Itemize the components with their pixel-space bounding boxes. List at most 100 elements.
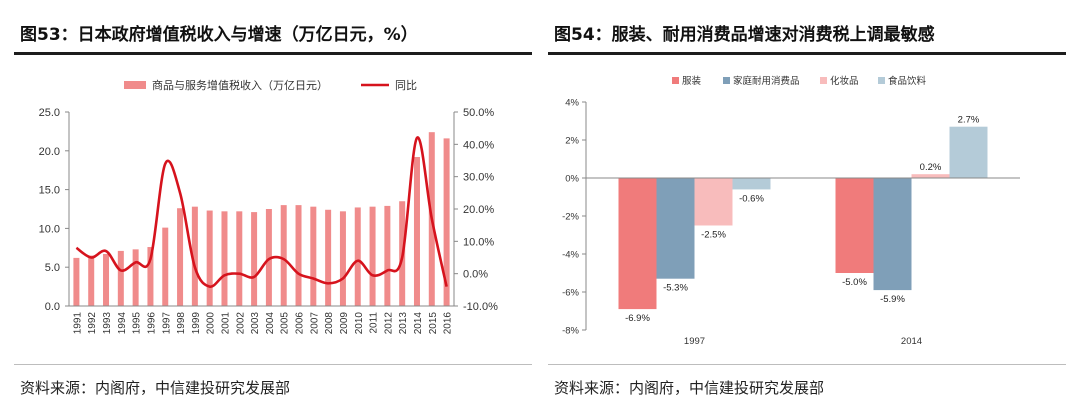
x-tick-label: 1991 xyxy=(72,312,83,335)
bar-2014-家庭耐用消费品 xyxy=(873,178,912,291)
y-tick-label: -6% xyxy=(562,288,579,299)
x-tick-label: 2014 xyxy=(901,336,922,347)
figure-54-source: 资料来源：内阁府，中信建投研究发展部 xyxy=(554,379,825,397)
legend-bar-swatch xyxy=(124,81,146,89)
y-left-tick-label: 5.0 xyxy=(45,262,60,274)
bar-2005 xyxy=(280,205,287,306)
x-tick-label: 2014 xyxy=(413,312,424,335)
legend-swatch xyxy=(878,77,885,84)
bar-1998 xyxy=(177,208,184,306)
y-left-tick-label: 0.0 xyxy=(45,301,60,313)
bar-1993 xyxy=(103,254,110,306)
x-tick-label: 2005 xyxy=(280,312,291,335)
x-tick-label: 1993 xyxy=(102,312,113,335)
legend-label: 服装 xyxy=(682,75,702,87)
x-tick-label: 2016 xyxy=(443,312,454,335)
bar-1997 xyxy=(162,227,169,306)
x-tick-label: 1997 xyxy=(684,336,705,347)
bar-1992 xyxy=(88,255,95,306)
x-tick-label: 2001 xyxy=(220,312,231,335)
bar-1997-家庭耐用消费品 xyxy=(656,178,695,279)
x-tick-label: 2011 xyxy=(369,312,380,334)
source-rule xyxy=(14,364,532,365)
x-tick-label: 2009 xyxy=(339,312,350,335)
y-left-tick-label: 15.0 xyxy=(39,185,60,197)
x-tick-label: 2012 xyxy=(383,312,394,335)
bar-2004 xyxy=(265,209,272,306)
title-rule xyxy=(14,52,532,55)
y-right-tick-label: 40.0% xyxy=(463,139,494,151)
y-tick-label: 4% xyxy=(565,98,579,109)
bar-2012 xyxy=(384,205,391,306)
bar-2011 xyxy=(369,206,376,306)
data-label: 2.7% xyxy=(958,115,980,126)
bar-2014 xyxy=(413,157,420,306)
bar-1999 xyxy=(191,206,198,306)
bar-1996 xyxy=(147,247,154,306)
x-tick-label: 1994 xyxy=(117,312,128,335)
x-tick-label: 1996 xyxy=(146,312,157,335)
x-tick-label: 2015 xyxy=(428,312,439,335)
data-label: 0.2% xyxy=(920,162,942,173)
y-right-tick-label: 20.0% xyxy=(463,204,494,216)
data-label: -5.9% xyxy=(880,294,905,305)
legend-line-label: 同比 xyxy=(395,79,417,92)
x-tick-label: 1992 xyxy=(87,312,98,335)
y-right-tick-label: -10.0% xyxy=(463,301,498,313)
category-growth-chart: 服装 家庭耐用消费品 化妆品 食品饮料 4% 2% 0% -2% -4% -6% -8% -6.9% -… xyxy=(562,75,1020,347)
bar-2009 xyxy=(339,211,346,306)
legend-label: 食品饮料 xyxy=(888,75,927,87)
x-tick-label: 2002 xyxy=(235,312,246,335)
bar-2008 xyxy=(325,209,332,306)
y-tick-label: -4% xyxy=(562,250,579,261)
y-right-tick-label: 0.0% xyxy=(463,269,488,281)
figure-53-panel: 图53：日本政府增值税收入与增速（万亿日元，%） 商品与服务增值税收入（万亿日元… xyxy=(14,0,534,413)
y-tick-label: 0% xyxy=(565,174,579,185)
yoy-growth-line xyxy=(75,136,448,288)
figure-54-panel: 图54：服装、耐用消费品增速对消费税上调最敏感 服装 家庭耐用消费品 化妆品 食品饮料… xyxy=(548,0,1068,413)
y-tick-label: 2% xyxy=(565,136,579,147)
bar-2010 xyxy=(354,207,361,306)
x-tick-label: 2010 xyxy=(354,312,365,335)
legend-label: 化妆品 xyxy=(830,75,859,87)
bar-2014-食品饮料 xyxy=(949,126,988,178)
x-tick-label: 1999 xyxy=(191,312,202,335)
bar-1995 xyxy=(132,249,139,306)
figure-53-title: 图53：日本政府增值税收入与增速（万亿日元，%） xyxy=(20,25,418,45)
source-rule xyxy=(548,364,1066,365)
x-tick-label: 1997 xyxy=(161,312,172,335)
title-rule xyxy=(548,52,1066,55)
x-tick-label: 1998 xyxy=(176,312,187,335)
data-label: -5.0% xyxy=(842,277,867,288)
x-tick-label: 2007 xyxy=(309,312,320,335)
legend-label: 家庭耐用消费品 xyxy=(733,75,800,87)
vat-revenue-chart: 商品与服务增值税收入（万亿日元） 同比 0.0 5.0 10.0 15.0 20.0 25.0… xyxy=(39,78,498,335)
figure-54-title: 图54：服装、耐用消费品增速对消费税上调最敏感 xyxy=(554,25,935,45)
bar-2014-化妆品 xyxy=(911,174,950,178)
y-left-tick-label: 20.0 xyxy=(39,146,60,158)
x-tick-label: 2006 xyxy=(295,312,306,335)
y-tick-label: -8% xyxy=(562,326,579,337)
x-tick-label: 1995 xyxy=(132,312,143,335)
bar-2000 xyxy=(206,210,213,306)
y-right-tick-label: 10.0% xyxy=(463,236,494,248)
legend-bar-label: 商品与服务增值税收入（万亿日元） xyxy=(152,78,328,92)
bar-1997-化妆品 xyxy=(694,178,733,226)
bar-1994 xyxy=(117,250,124,306)
bar-2001 xyxy=(221,211,228,306)
x-tick-label: 2003 xyxy=(250,312,261,335)
data-label: -0.6% xyxy=(739,193,764,204)
legend-swatch xyxy=(820,77,827,84)
x-tick-label: 2004 xyxy=(265,312,276,335)
y-tick-label: -2% xyxy=(562,212,579,223)
legend-swatch xyxy=(672,77,679,84)
y-right-tick-label: 50.0% xyxy=(463,107,494,119)
bar-1997-服装 xyxy=(618,178,657,310)
x-tick-label: 2000 xyxy=(206,312,217,335)
data-label: -5.3% xyxy=(663,283,688,294)
bar-2007 xyxy=(310,206,317,306)
x-tick-label: 2008 xyxy=(324,312,335,335)
bar-1991 xyxy=(73,257,80,306)
y-right-tick-label: 30.0% xyxy=(463,172,494,184)
bar-2002 xyxy=(236,211,243,306)
